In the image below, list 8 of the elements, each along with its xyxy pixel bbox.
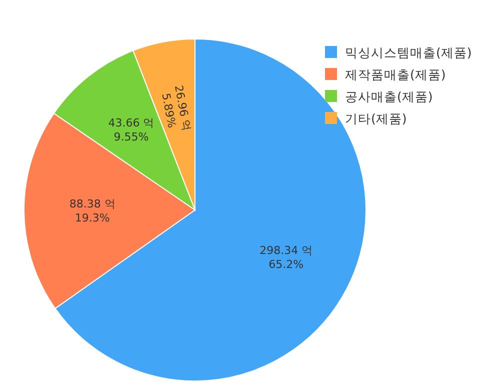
data-label: 88.38 억 19.3% <box>69 198 116 225</box>
legend-label: 믹싱시스템매출(제품) <box>345 45 472 60</box>
legend-label: 공사매출(제품) <box>345 89 433 104</box>
data-label: 298.34 억 65.2% <box>260 244 313 272</box>
data-label: 43.66 억 9.55% <box>108 116 154 144</box>
data-label: 26.96 억 5.89% <box>159 84 194 132</box>
legend-label: 제작품매출(제품) <box>345 67 446 82</box>
legend-label: 기타(제품) <box>345 111 407 126</box>
